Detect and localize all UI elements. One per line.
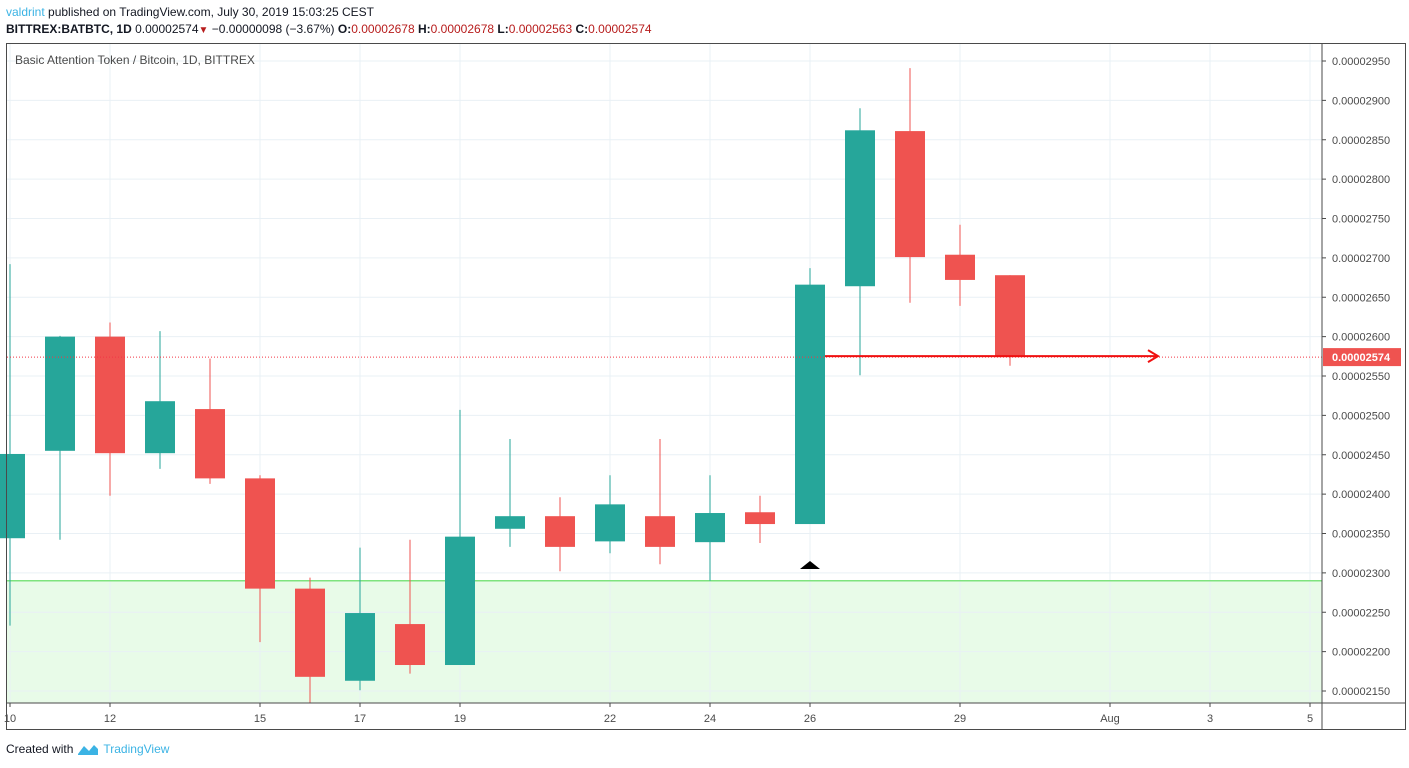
created-with-label: Created with: [6, 742, 74, 756]
open-label: O:: [337, 22, 352, 36]
svg-text:0.00002750: 0.00002750: [1332, 214, 1390, 226]
svg-text:26: 26: [804, 713, 816, 725]
open-value: 0.00002678: [351, 22, 415, 36]
svg-text:0.00002400: 0.00002400: [1332, 489, 1390, 501]
last-price: 0.00002574: [135, 22, 199, 36]
chart-title: Basic Attention Token / Bitcoin, 1D, BIT…: [15, 53, 255, 67]
svg-text:12: 12: [104, 713, 116, 725]
ohlc-legend: BITTREX:BATBTC, 1D 0.00002574▼ −0.000000…: [6, 22, 652, 36]
svg-text:0.00002650: 0.00002650: [1332, 292, 1390, 304]
price-change: −0.00000098 (−3.67%): [211, 22, 335, 36]
svg-text:0.00002850: 0.00002850: [1332, 135, 1390, 147]
chart-frame: [6, 43, 1406, 730]
svg-text:0.00002800: 0.00002800: [1332, 174, 1390, 186]
svg-text:0.00002550: 0.00002550: [1332, 371, 1390, 383]
high-label: H:: [417, 22, 431, 36]
published-text: published on TradingView.com, July 30, 2…: [44, 5, 375, 19]
svg-text:0.00002350: 0.00002350: [1332, 529, 1390, 541]
down-triangle-icon: ▼: [198, 25, 209, 36]
svg-text:15: 15: [254, 713, 266, 725]
svg-text:Aug: Aug: [1100, 713, 1120, 725]
svg-text:0.00002574: 0.00002574: [1332, 352, 1391, 364]
svg-text:0.00002250: 0.00002250: [1332, 607, 1390, 619]
footer: Created with TradingView: [6, 742, 169, 756]
tradingview-link[interactable]: TradingView: [103, 742, 170, 756]
svg-text:0.00002150: 0.00002150: [1332, 686, 1390, 698]
author-link[interactable]: valdrint: [6, 5, 45, 19]
svg-text:0.00002500: 0.00002500: [1332, 410, 1390, 422]
high-value: 0.00002678: [430, 22, 495, 36]
svg-text:0.00002950: 0.00002950: [1332, 56, 1390, 68]
svg-text:3: 3: [1207, 713, 1213, 725]
svg-text:0.00002300: 0.00002300: [1332, 568, 1390, 580]
svg-text:0.00002200: 0.00002200: [1332, 647, 1390, 659]
tradingview-logo-icon: [78, 745, 99, 755]
svg-text:0.00002700: 0.00002700: [1332, 253, 1390, 265]
low-value: 0.00002563: [508, 22, 573, 36]
svg-text:0.00002600: 0.00002600: [1332, 332, 1390, 344]
symbol-label: BITTREX:BATBTC, 1D: [6, 22, 132, 36]
svg-text:22: 22: [604, 713, 616, 725]
publish-info: valdrint published on TradingView.com, J…: [6, 5, 374, 19]
low-label: L:: [497, 22, 509, 36]
close-label: C:: [575, 22, 589, 36]
svg-text:19: 19: [454, 713, 466, 725]
svg-text:17: 17: [354, 713, 366, 725]
close-value: 0.00002574: [588, 22, 652, 36]
svg-text:5: 5: [1307, 713, 1313, 725]
svg-text:24: 24: [704, 713, 716, 725]
svg-text:0.00002450: 0.00002450: [1332, 450, 1390, 462]
svg-text:0.00002900: 0.00002900: [1332, 95, 1390, 107]
svg-text:29: 29: [954, 713, 966, 725]
